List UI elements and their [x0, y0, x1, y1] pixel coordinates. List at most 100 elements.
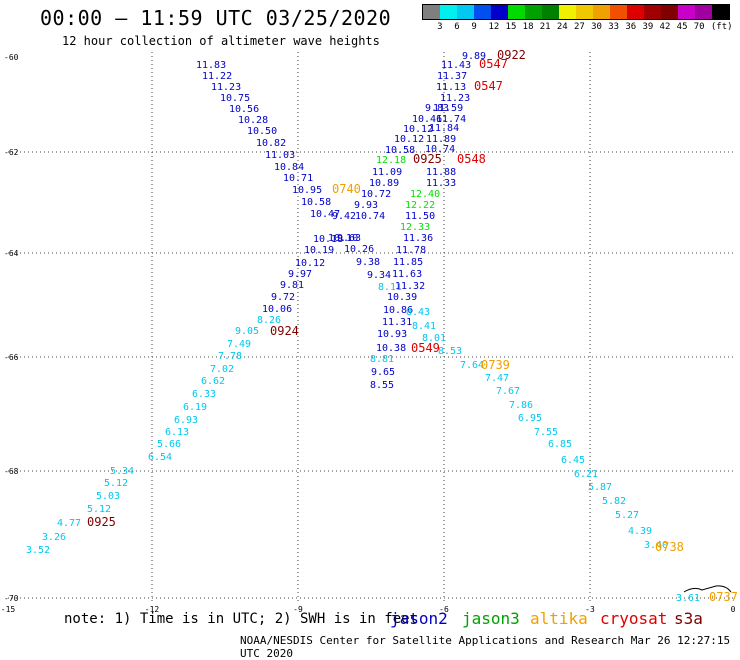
wave-height-label-cyan: 8.26	[257, 315, 281, 326]
legend-swatch	[678, 5, 695, 19]
wave-height-label-jason2: 11.85	[393, 257, 423, 268]
legend-label: 27	[574, 22, 585, 32]
legend-swatch	[474, 5, 491, 19]
wave-height-label-jason2: 10.72	[361, 189, 391, 200]
pass-time-label: 0740	[332, 182, 361, 196]
wave-height-label-jason2: 11.23	[211, 82, 241, 93]
wave-height-label-jason2: 10.58	[301, 197, 331, 208]
wave-height-label-cyan: 5.12	[104, 478, 128, 489]
pass-time-label: 0548	[457, 152, 486, 166]
satellite-legend-jason2: jason2	[390, 609, 448, 628]
wave-height-label-jason2: 11.32	[395, 281, 425, 292]
legend-label: 12	[488, 22, 500, 32]
wave-height-label-jason2: 9.89	[462, 51, 486, 62]
wave-height-label-jason2: 11.31	[382, 317, 412, 328]
wave-height-label-cyan: 6.13	[165, 427, 189, 438]
wave-height-label-jason2: 10.82	[256, 138, 286, 149]
legend-swatch	[661, 5, 678, 19]
wave-height-label-jason3: 12.40	[410, 189, 440, 200]
wave-height-label-jason2: 10.26	[344, 244, 374, 255]
wave-height-label-cyan: 8.81	[370, 354, 394, 365]
pass-time-label: 0738	[655, 540, 684, 554]
legend-swatch	[542, 5, 559, 19]
legend-color-bar	[422, 4, 730, 20]
wave-height-label-cyan: 5.66	[157, 439, 181, 450]
legend-label: (ft)	[710, 22, 733, 32]
wave-height-label-jason2: 10.56	[229, 104, 259, 115]
legend-swatch	[712, 5, 729, 19]
satellite-legend-cryosat: cryosat	[600, 609, 668, 628]
wave-height-label-cyan: 7.02	[210, 364, 234, 375]
wave-height-label-jason2: 10.12	[394, 134, 424, 145]
wave-height-label-jason2: 11.13	[436, 82, 466, 93]
legend-swatch	[627, 5, 644, 19]
wave-height-label-jason2: 11.50	[405, 211, 435, 222]
wave-height-label-cyan: 6.95	[518, 413, 542, 424]
legend-swatch	[610, 5, 627, 19]
wave-height-label-jason2: 10.19	[304, 245, 334, 256]
wave-height-label-cyan: 5.34	[110, 466, 134, 477]
legend-label: 18	[522, 22, 534, 32]
y-tick-label: -62	[4, 148, 19, 157]
legend-label: 45	[676, 22, 688, 32]
wave-height-label-jason2: 9.42	[332, 211, 356, 222]
wave-height-label-jason2: 11.63	[392, 269, 422, 280]
legend-label: 30	[591, 22, 602, 32]
wave-height-label-cyan: 8.53	[438, 346, 462, 357]
satellite-legend-altika: altika	[530, 609, 588, 628]
pass-time-label: 0739	[481, 358, 510, 372]
x-tick-label: 0	[731, 605, 736, 614]
axis-ticks: -60-62-64-66-68-70-15 -12 -9 -6 -3 0	[1, 53, 736, 614]
wave-height-label-cyan: 8.01	[422, 333, 446, 344]
wave-height-label-cyan: 6.54	[148, 452, 172, 463]
wave-height-label-cyan: 7.86	[509, 400, 533, 411]
wave-height-label-jason2: 10.28	[238, 115, 268, 126]
wave-height-label-jason2: 10.95	[292, 185, 322, 196]
page-title: 00:00 – 11:59 UTC 03/25/2020	[40, 6, 392, 30]
satellite-legend-s3a: s3a	[674, 609, 703, 628]
wave-height-label-cyan: 7.49	[227, 339, 251, 350]
y-tick-label: -64	[4, 249, 19, 258]
wave-height-label-cyan: 3.40	[644, 540, 668, 551]
wave-height-label-jason2: 10.74	[355, 211, 385, 222]
wave-height-label-cyan: 7.47	[485, 373, 509, 384]
wave-height-label-jason2: 11.88	[426, 167, 456, 178]
pass-time-label: 0925	[87, 515, 116, 529]
pass-time-label: 0924	[270, 324, 299, 338]
legend-label: 15	[505, 22, 517, 32]
legend-swatch	[423, 5, 440, 19]
wave-height-label-jason2: 11.78	[396, 245, 426, 256]
legend-label: 70	[693, 22, 705, 32]
wave-height-label-cyan: 7.67	[496, 386, 520, 397]
pass-time-label: 0737	[709, 590, 738, 604]
wave-height-label-jason2: 10.58	[385, 145, 415, 156]
wave-height-label-jason2: 11.36	[403, 233, 433, 244]
legend-label: 9	[471, 22, 477, 32]
wave-height-label-cyan: 5.27	[615, 510, 639, 521]
wave-height-label-jason2: 10.93	[377, 329, 407, 340]
wave-height-label-jason2: 11.33	[426, 178, 456, 189]
y-tick-label: -60	[4, 53, 19, 62]
wave-height-label-cyan: 5.82	[602, 496, 626, 507]
wave-height-label-jason2: 10.50	[247, 126, 277, 137]
wave-height-label-jason2: 10.89	[369, 178, 399, 189]
wave-height-label-cyan: 7.78	[218, 351, 242, 362]
wave-height-label-jason2: 10.47	[310, 209, 340, 220]
wave-height-label-jason2: 9.93	[354, 200, 378, 211]
wave-height-label-jason2: 10.46	[412, 114, 442, 125]
legend-swatch	[576, 5, 593, 19]
legend-label: 33	[608, 22, 620, 32]
wave-height-label-jason2: 10.06	[262, 304, 292, 315]
wave-height-label-jason2: 9.63	[337, 233, 361, 244]
wave-height-label-cyan: 5.03	[96, 491, 120, 502]
wave-height-label-jason2: 10.18	[313, 234, 343, 245]
wave-height-label-cyan: 6.62	[201, 376, 225, 387]
legend-swatch	[457, 5, 474, 19]
credit-line: NOAA/NESDIS Center for Satellite Applica…	[240, 634, 731, 660]
legend-swatch	[440, 5, 457, 19]
wave-height-label-jason3: 12.18	[376, 155, 406, 166]
pass-time-label: 0549	[411, 341, 440, 355]
wave-height-label-jason2: 9.65	[371, 367, 395, 378]
coastline-path	[683, 585, 732, 593]
